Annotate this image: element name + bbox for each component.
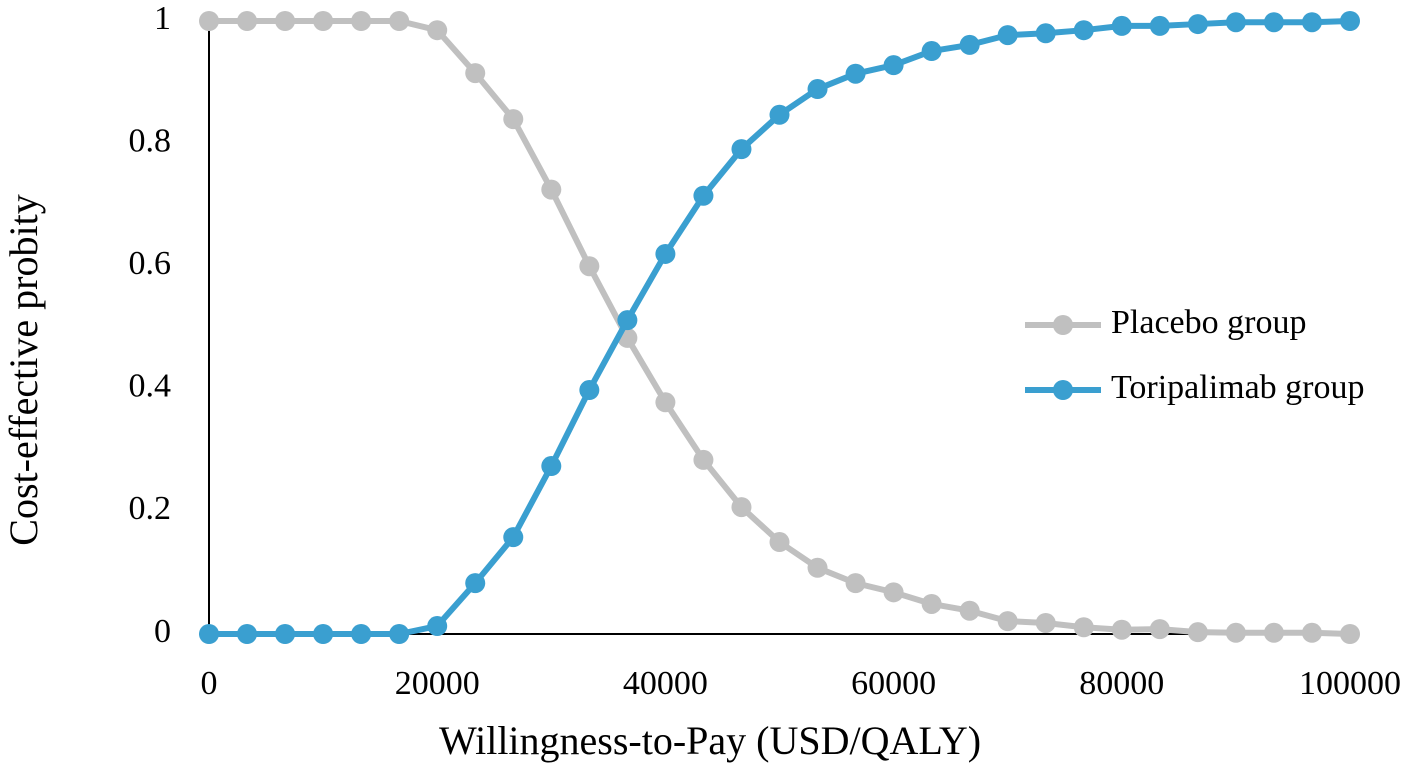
data-point bbox=[845, 63, 866, 84]
y-axis-title: Cost-effective probity bbox=[1, 194, 46, 545]
data-point bbox=[807, 79, 828, 100]
data-point bbox=[427, 616, 448, 637]
x-tick-label: 80000 bbox=[1079, 665, 1164, 702]
data-point bbox=[389, 624, 410, 644]
data-point bbox=[1149, 619, 1170, 640]
data-point bbox=[883, 582, 904, 603]
data-point bbox=[579, 256, 600, 277]
data-point bbox=[199, 11, 219, 31]
data-point bbox=[997, 25, 1018, 46]
data-point bbox=[1301, 622, 1322, 643]
data-point bbox=[1035, 23, 1056, 44]
data-point bbox=[693, 449, 714, 470]
data-point bbox=[199, 624, 219, 644]
data-point bbox=[1263, 622, 1284, 643]
data-point bbox=[769, 104, 790, 125]
x-axis-title: Willingness-to-Pay (USD/QALY) bbox=[439, 718, 981, 763]
data-point bbox=[351, 624, 372, 644]
data-point bbox=[1111, 15, 1132, 36]
data-point bbox=[237, 624, 258, 644]
x-tick-label: 20000 bbox=[395, 665, 480, 702]
data-point bbox=[1187, 14, 1208, 35]
data-point bbox=[503, 109, 524, 130]
data-point bbox=[1111, 619, 1132, 640]
data-point bbox=[465, 63, 486, 84]
data-point bbox=[1073, 617, 1094, 638]
data-point bbox=[351, 11, 372, 31]
data-point bbox=[1340, 624, 1360, 644]
data-point bbox=[807, 557, 828, 578]
data-point bbox=[1340, 11, 1360, 31]
data-point bbox=[959, 34, 980, 55]
data-point bbox=[655, 243, 676, 264]
y-tick-label: 0.8 bbox=[129, 122, 172, 159]
data-point bbox=[1149, 15, 1170, 36]
data-point bbox=[731, 497, 752, 518]
data-point bbox=[617, 310, 638, 331]
data-point bbox=[579, 380, 600, 401]
data-point bbox=[389, 11, 410, 31]
y-tick-label: 0.6 bbox=[129, 245, 172, 282]
data-point bbox=[959, 600, 980, 621]
x-tick-label: 100000 bbox=[1299, 665, 1401, 702]
legend-marker bbox=[1053, 315, 1073, 335]
data-point bbox=[1073, 20, 1094, 41]
data-point bbox=[541, 179, 562, 200]
data-point bbox=[1263, 12, 1284, 33]
data-point bbox=[731, 139, 752, 160]
data-point bbox=[427, 20, 448, 41]
x-tick-label: 60000 bbox=[851, 665, 936, 702]
data-point bbox=[275, 624, 296, 644]
x-tick-label: 40000 bbox=[623, 665, 708, 702]
data-point bbox=[237, 11, 258, 31]
data-point bbox=[1225, 622, 1246, 643]
data-point bbox=[465, 573, 486, 594]
data-point bbox=[275, 11, 296, 31]
data-point bbox=[921, 41, 942, 62]
data-point bbox=[769, 532, 790, 553]
data-point bbox=[997, 611, 1018, 632]
data-point bbox=[883, 55, 904, 76]
data-point bbox=[845, 573, 866, 594]
data-point bbox=[1187, 622, 1208, 643]
data-point bbox=[655, 392, 676, 413]
y-tick-label: 1 bbox=[154, 0, 171, 37]
data-point bbox=[313, 624, 334, 644]
data-point bbox=[1301, 12, 1322, 33]
legend-marker bbox=[1053, 380, 1073, 400]
data-point bbox=[921, 593, 942, 614]
data-point bbox=[313, 11, 334, 31]
x-tick-label: 0 bbox=[201, 665, 218, 702]
data-point bbox=[503, 527, 524, 548]
y-tick-label: 0.4 bbox=[129, 368, 172, 405]
data-point bbox=[1035, 612, 1056, 633]
legend-label: Placebo group bbox=[1111, 304, 1306, 341]
legend-label: Toripalimab group bbox=[1111, 369, 1365, 406]
y-tick-label: 0 bbox=[154, 613, 171, 650]
data-point bbox=[541, 456, 562, 477]
y-tick-label: 0.2 bbox=[129, 490, 172, 527]
data-point bbox=[1225, 12, 1246, 33]
data-point bbox=[693, 185, 714, 206]
